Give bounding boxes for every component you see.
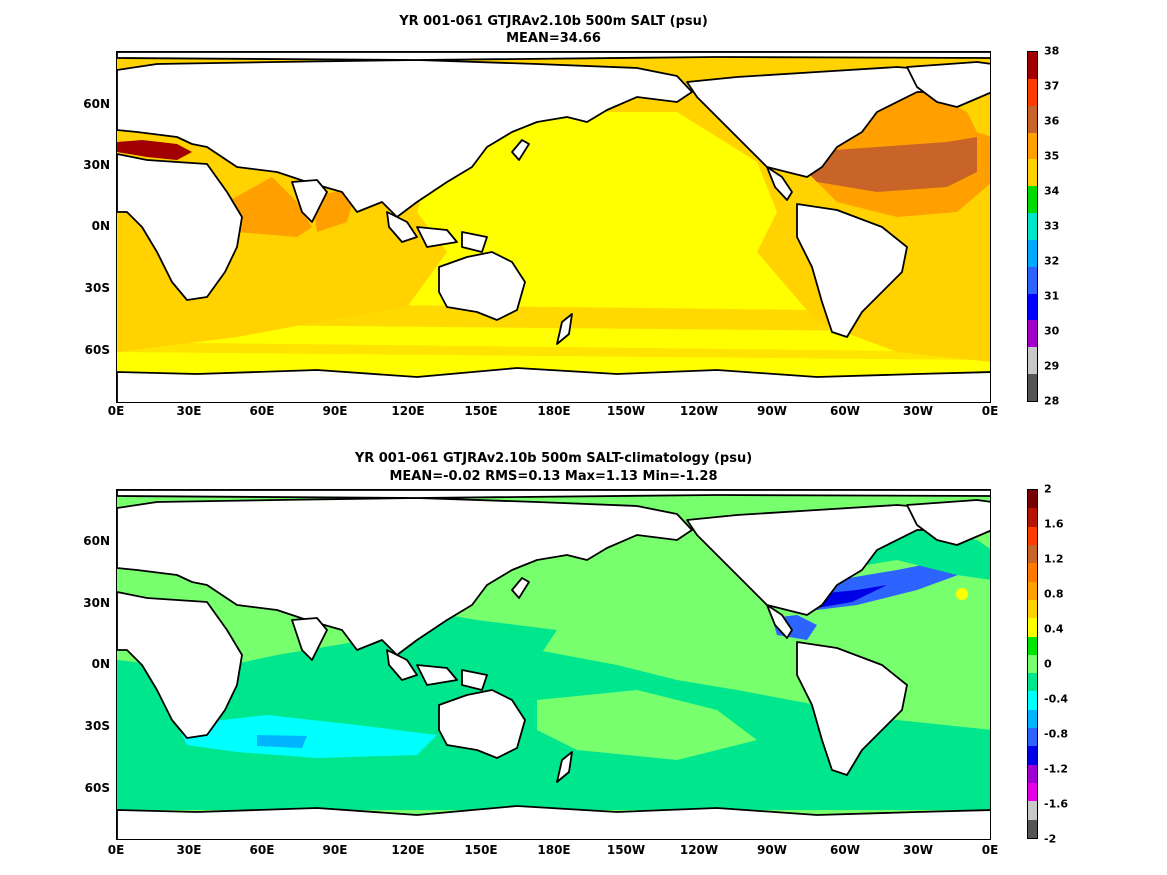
x-tick: 30W [903, 404, 933, 418]
x-tick: 90W [757, 843, 787, 857]
colorbar-segment [1028, 526, 1037, 545]
x-tick: 60E [249, 404, 275, 418]
colorbar-label: 1.6 [1044, 517, 1064, 531]
colorbar-segment [1028, 508, 1037, 527]
y-tick: 30N [83, 158, 110, 172]
y-tick: 30S [84, 281, 110, 295]
colorbar-label: 37 [1044, 79, 1060, 93]
colorbar-label: 35 [1044, 149, 1060, 163]
colorbar-segment [1028, 709, 1037, 729]
colorbar-segment [1028, 347, 1037, 375]
panel1-title-line1: YR 001-061 GTJRAv2.10b 500m SALT (psu) [399, 14, 708, 29]
colorbar-segment [1028, 320, 1037, 348]
colorbar-label: 29 [1044, 359, 1060, 373]
colorbar-segment [1028, 374, 1037, 401]
colorbar-segment [1028, 801, 1037, 820]
y-tick: 60N [83, 534, 110, 548]
colorbar-segment [1028, 599, 1037, 619]
x-tick: 180E [537, 843, 571, 857]
x-tick: 150E [464, 404, 498, 418]
x-tick: 150W [606, 843, 646, 857]
x-tick: 90E [322, 404, 348, 418]
colorbar-segment [1028, 186, 1037, 214]
colorbar-segment [1028, 563, 1037, 582]
colorbar-label: 33 [1044, 219, 1060, 233]
colorbar-label: -1.2 [1044, 762, 1069, 776]
colorbar-segment [1028, 764, 1037, 784]
x-tick: 150W [606, 404, 646, 418]
colorbar-label: -1.6 [1044, 797, 1069, 811]
colorbar-segment [1028, 78, 1037, 106]
salinity-map-panel [116, 51, 991, 403]
x-tick: 180E [537, 404, 571, 418]
x-tick: 0E [981, 404, 999, 418]
x-tick: 30E [176, 404, 202, 418]
y-tick: 0N [91, 657, 110, 671]
colorbar-label: 32 [1044, 254, 1060, 268]
x-tick: 30E [176, 843, 202, 857]
colorbar-segment [1028, 239, 1037, 267]
panel2-title-line1: YR 001-061 GTJRAv2.10b 500m SALT-climato… [354, 451, 753, 466]
colorbar-label: 1.2 [1044, 552, 1064, 566]
y-tick: 30N [83, 596, 110, 610]
panel2-title-line2: MEAN=-0.02 RMS=0.13 Max=1.13 Min=-1.28 [389, 469, 718, 484]
panel1-title-line2: MEAN=34.66 [506, 31, 601, 46]
x-tick: 90W [757, 404, 787, 418]
colorbar-segment [1028, 132, 1037, 160]
salinity-colorbar [1027, 51, 1038, 402]
y-tick: 0N [91, 219, 110, 233]
colorbar-segment [1028, 159, 1037, 187]
colorbar-segment [1028, 691, 1037, 710]
x-tick: 120E [391, 404, 425, 418]
colorbar-segment [1028, 293, 1037, 321]
colorbar-label: -0.8 [1044, 727, 1069, 741]
colorbar-label: 28 [1044, 394, 1060, 408]
colorbar-label: 0 [1044, 657, 1052, 671]
colorbar-segment [1028, 581, 1037, 600]
x-tick: 120E [391, 843, 425, 857]
colorbar-label: -2 [1044, 832, 1057, 846]
colorbar-segment [1028, 618, 1037, 637]
x-tick: 0E [107, 843, 125, 857]
colorbar-segment [1028, 746, 1037, 765]
colorbar-segment [1028, 636, 1037, 655]
x-tick: 60W [830, 404, 860, 418]
colorbar-segment [1028, 52, 1037, 79]
colorbar-segment [1028, 673, 1037, 692]
colorbar-label: 36 [1044, 114, 1060, 128]
x-tick: 120W [679, 843, 719, 857]
colorbar-segment [1028, 783, 1037, 802]
colorbar-segment [1028, 490, 1037, 509]
colorbar-label: 30 [1044, 324, 1060, 338]
colorbar-label: 34 [1044, 184, 1060, 198]
x-tick: 0E [981, 843, 999, 857]
colorbar-segment [1028, 654, 1037, 674]
colorbar-label: 0.4 [1044, 622, 1064, 636]
anomaly-colorbar [1027, 489, 1038, 839]
colorbar-label: 0.8 [1044, 587, 1064, 601]
y-tick: 30S [84, 719, 110, 733]
y-tick: 60S [84, 781, 110, 795]
x-tick: 120W [679, 404, 719, 418]
colorbar-segment [1028, 544, 1037, 564]
x-tick: 0E [107, 404, 125, 418]
salinity-anomaly-map-panel [116, 489, 991, 840]
colorbar-label: -0.4 [1044, 692, 1069, 706]
x-tick: 60W [830, 843, 860, 857]
x-tick: 30W [903, 843, 933, 857]
colorbar-segment [1028, 105, 1037, 133]
x-tick: 60E [249, 843, 275, 857]
x-tick: 90E [322, 843, 348, 857]
colorbar-label: 31 [1044, 289, 1060, 303]
colorbar-segment [1028, 728, 1037, 747]
colorbar-label: 2 [1044, 482, 1052, 496]
y-tick: 60S [84, 343, 110, 357]
colorbar-label: 38 [1044, 44, 1060, 58]
colorbar-segment [1028, 819, 1037, 838]
colorbar-segment [1028, 266, 1037, 294]
colorbar-segment [1028, 213, 1037, 240]
x-tick: 150E [464, 843, 498, 857]
y-tick: 60N [83, 97, 110, 111]
